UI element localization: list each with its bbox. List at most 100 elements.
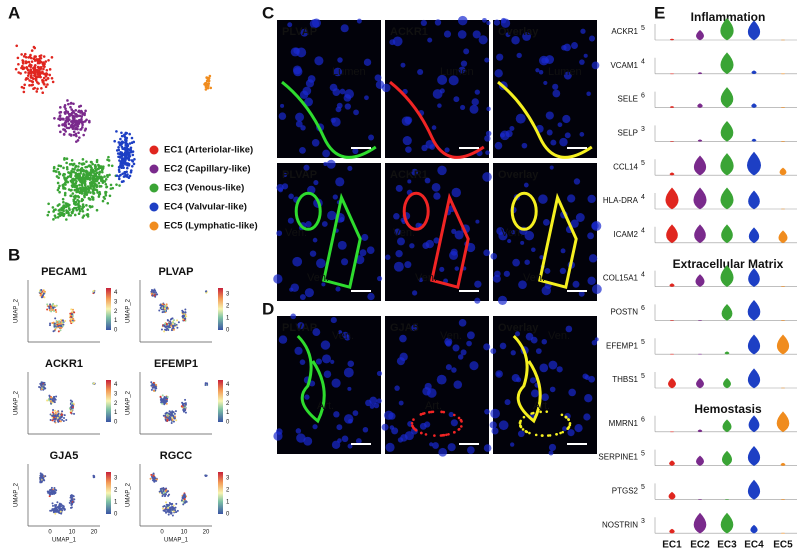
umap-point (120, 131, 123, 134)
nucleus (475, 220, 479, 224)
nucleus (279, 112, 287, 120)
colorbar-tick: 1 (226, 410, 230, 416)
umap-point (27, 72, 30, 75)
nucleus (449, 412, 454, 417)
nucleus (574, 178, 580, 184)
nucleus (276, 230, 282, 236)
umap-point (62, 325, 64, 327)
legend-label: EC2 (Capillary-like) (164, 164, 251, 175)
violin (777, 335, 789, 354)
umap-point (28, 84, 31, 87)
umap-point (50, 419, 52, 421)
umap-point (74, 214, 77, 217)
umap-point (17, 63, 20, 66)
umap-point (153, 382, 155, 384)
umap-point (169, 418, 171, 420)
umap-point (181, 499, 183, 501)
umap-point (162, 508, 164, 510)
nucleus (579, 132, 584, 137)
umap-point (175, 419, 177, 421)
umap-point (57, 414, 59, 416)
umap-point (152, 295, 154, 297)
umap-point (40, 289, 42, 291)
nucleus (429, 144, 435, 150)
umap-point (106, 185, 109, 188)
umap-point (77, 110, 80, 113)
umap-point (54, 504, 56, 506)
umap-point (172, 323, 174, 325)
umap-point (43, 296, 45, 298)
umap-point (60, 511, 62, 513)
umap-point (164, 305, 166, 307)
region-label: Lumen (440, 66, 474, 78)
umap-point (57, 417, 59, 419)
region-label: Ven. (548, 330, 570, 342)
stain (567, 418, 570, 421)
umap-point (68, 123, 71, 126)
umap-point (76, 177, 79, 180)
x-tick-label: EC5 (773, 540, 793, 551)
umap-point (29, 69, 32, 72)
nucleus (490, 409, 500, 419)
nucleus (405, 431, 414, 440)
umap-point (118, 175, 121, 178)
umap-point (58, 124, 61, 127)
nucleus (547, 130, 553, 136)
umap-point (184, 498, 186, 500)
region-label: Ven. (307, 272, 329, 284)
nucleus (586, 91, 591, 96)
stain (412, 418, 415, 421)
nucleus (292, 257, 302, 267)
nucleus (543, 219, 550, 226)
nucleus (439, 267, 444, 272)
umap-point (68, 127, 71, 130)
umap-point (173, 421, 175, 423)
nucleus (571, 42, 578, 49)
umap-point (95, 183, 98, 186)
umap-point (165, 413, 167, 415)
umap-point (75, 124, 78, 127)
stain (520, 426, 523, 429)
violin (666, 225, 677, 243)
x-tick-label: 20 (91, 530, 98, 536)
umap-point (55, 327, 57, 329)
violin (723, 378, 730, 388)
nucleus (375, 74, 382, 81)
gene-label: EFEMP1 (606, 341, 639, 350)
umap-point (182, 503, 184, 505)
nucleus (295, 113, 304, 122)
nucleus (337, 57, 343, 63)
nucleus (530, 377, 536, 383)
umap-point (89, 191, 92, 194)
region-label: Ven. (285, 227, 307, 239)
violin (698, 430, 702, 432)
nucleus (394, 385, 399, 390)
umap-point (62, 167, 65, 170)
umap-point (128, 163, 131, 166)
umap-point (49, 303, 51, 305)
umap-point (73, 195, 76, 198)
colorbar-tick: 2 (114, 488, 118, 494)
nucleus (405, 146, 412, 153)
stain (425, 433, 428, 436)
nucleus (347, 360, 354, 367)
gene-label: COL15A1 (603, 274, 639, 283)
umap-point (162, 394, 164, 396)
umap-point (152, 387, 154, 389)
violin (694, 513, 706, 533)
umap-point (59, 415, 61, 417)
umap-point (24, 53, 27, 56)
umap-point (164, 488, 166, 490)
umap-point (69, 106, 72, 109)
umap-point (67, 103, 70, 106)
umap-point (159, 491, 161, 493)
umap-point (64, 104, 67, 107)
umap-point (98, 182, 101, 185)
umap-point (64, 179, 67, 182)
nucleus (455, 266, 459, 270)
umap-point (158, 309, 160, 311)
colorbar-tick: 2 (114, 309, 118, 315)
umap-point (62, 319, 64, 321)
nucleus (340, 89, 346, 95)
nucleus (313, 238, 318, 243)
